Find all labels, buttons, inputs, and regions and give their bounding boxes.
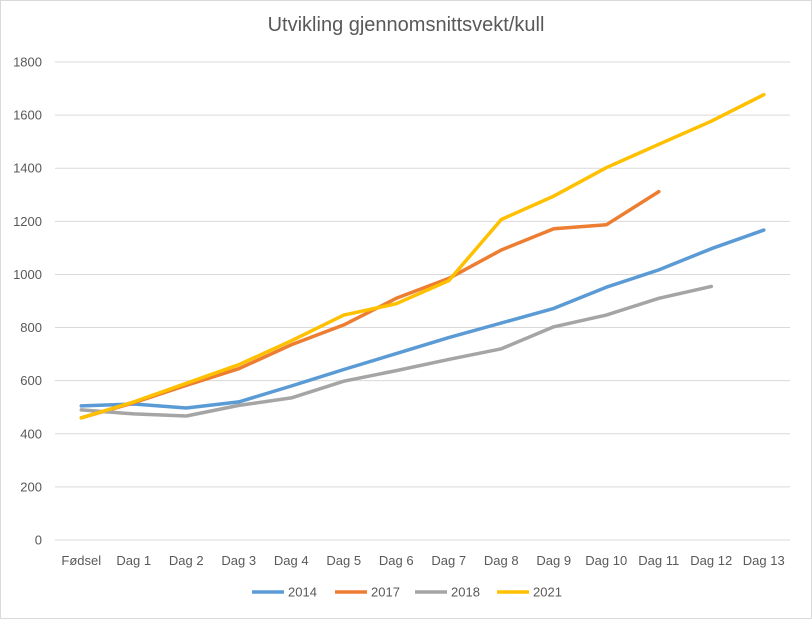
- data-point-2018: [184, 414, 188, 418]
- x-tick-label: Dag 2: [169, 553, 204, 568]
- x-tick-label: Dag 12: [690, 553, 732, 568]
- data-point-2014: [447, 336, 451, 340]
- data-point-2018: [394, 369, 398, 373]
- data-point-2021: [79, 416, 83, 420]
- x-tick-label: Fødsel: [61, 553, 101, 568]
- data-point-2018: [237, 403, 241, 407]
- data-point-2017: [552, 227, 556, 231]
- data-point-2021: [762, 93, 766, 97]
- x-tick-label: Dag 10: [585, 553, 627, 568]
- series-line-2014: [79, 228, 766, 410]
- y-tick-label: 800: [20, 320, 42, 335]
- x-tick-label: Dag 11: [638, 553, 679, 568]
- data-point-2021: [342, 313, 346, 317]
- x-tick-label: Dag 6: [379, 553, 414, 568]
- y-tick-label: 1200: [13, 214, 42, 229]
- data-point-2021: [132, 400, 136, 404]
- data-point-2017: [342, 323, 346, 327]
- data-point-2014: [394, 352, 398, 356]
- data-point-2021: [394, 302, 398, 306]
- legend: 2014 2017 2018 2021: [252, 585, 562, 600]
- data-point-2021: [657, 142, 661, 146]
- data-point-2021: [447, 279, 451, 283]
- data-point-2014: [604, 285, 608, 289]
- data-point-2017: [394, 296, 398, 300]
- x-axis: Fødsel Dag 1 Dag 2 Dag 3 Dag 4 Dag 5 Dag 6 Dag …: [61, 553, 784, 568]
- legend-label-2017: 2017: [371, 585, 400, 600]
- data-point-2018: [132, 412, 136, 416]
- data-point-2018: [289, 396, 293, 400]
- data-point-2017: [657, 190, 661, 194]
- chart-title: Utvikling gjennomsnittsvekt/kull: [267, 14, 545, 36]
- legend-label-2021: 2021: [533, 585, 562, 600]
- data-point-2014: [499, 321, 503, 325]
- data-point-2018: [709, 284, 713, 288]
- series-line-2017: [79, 189, 661, 420]
- y-tick-label: 1400: [13, 161, 42, 176]
- x-tick-label: Dag 9: [536, 553, 571, 568]
- x-tick-label: Dag 13: [743, 553, 785, 568]
- y-tick-label: 400: [20, 426, 42, 441]
- data-point-2014: [237, 400, 241, 404]
- data-point-2014: [342, 368, 346, 372]
- x-tick-label: Dag 4: [274, 553, 309, 568]
- data-point-2021: [184, 381, 188, 385]
- data-point-2021: [709, 119, 713, 123]
- y-tick-label: 0: [35, 533, 42, 548]
- series-line-2018: [79, 284, 714, 418]
- data-point-2018: [657, 296, 661, 300]
- data-point-2021: [499, 217, 503, 221]
- y-axis: 0 200 400 600 800 1000 1200 1400 1600 1800: [13, 55, 42, 548]
- data-point-2014: [657, 268, 661, 272]
- data-point-2018: [342, 379, 346, 383]
- data-point-2014: [289, 384, 293, 388]
- data-point-2018: [447, 357, 451, 361]
- legend-label-2014: 2014: [288, 585, 317, 600]
- data-point-2014: [552, 306, 556, 310]
- series-line-2021: [79, 92, 766, 420]
- x-tick-label: Dag 5: [326, 553, 361, 568]
- data-point-2014: [709, 247, 713, 251]
- data-point-2021: [552, 194, 556, 198]
- plot-series: [79, 92, 766, 420]
- data-point-2014: [79, 404, 83, 408]
- data-point-2021: [237, 363, 241, 367]
- gridlines: [55, 61, 790, 541]
- data-point-2018: [79, 408, 83, 412]
- data-point-2014: [184, 406, 188, 410]
- data-point-2021: [604, 166, 608, 170]
- data-point-2017: [499, 248, 503, 252]
- data-point-2018: [499, 347, 503, 351]
- x-tick-label: Dag 1: [116, 553, 151, 568]
- y-tick-label: 1000: [13, 267, 42, 282]
- y-tick-label: 200: [20, 479, 42, 494]
- y-tick-label: 1800: [13, 55, 42, 70]
- data-point-2014: [762, 228, 766, 232]
- x-tick-label: Dag 8: [484, 553, 519, 568]
- data-point-2017: [289, 343, 293, 347]
- data-point-2018: [552, 325, 556, 329]
- y-tick-label: 600: [20, 373, 42, 388]
- x-tick-label: Dag 7: [431, 553, 466, 568]
- y-tick-label: 1600: [13, 108, 42, 123]
- data-point-2017: [604, 223, 608, 227]
- x-tick-label: Dag 3: [221, 553, 256, 568]
- data-point-2018: [604, 313, 608, 317]
- legend-label-2018: 2018: [451, 585, 480, 600]
- data-point-2021: [289, 339, 293, 343]
- data-point-2017: [237, 367, 241, 371]
